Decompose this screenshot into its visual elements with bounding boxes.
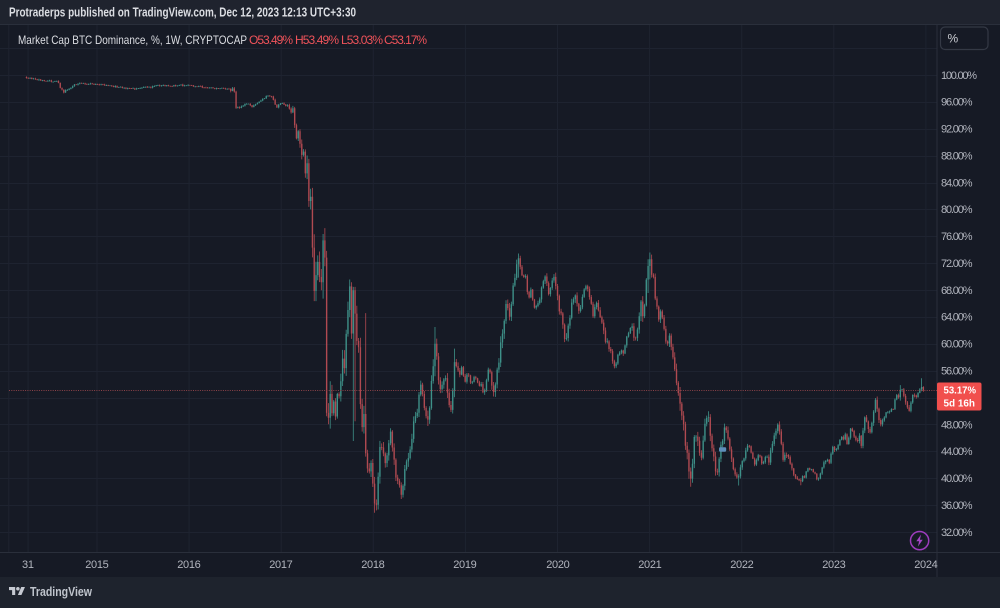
svg-text:L53.03%: L53.03% [341,33,383,47]
svg-text:2024: 2024 [914,559,938,571]
svg-text:64.00%: 64.00% [941,312,973,324]
svg-text:80.00%: 80.00% [941,204,973,216]
svg-text:40.00%: 40.00% [941,473,973,485]
svg-text:68.00%: 68.00% [941,285,973,297]
svg-text:72.00%: 72.00% [941,258,973,270]
svg-text:2023: 2023 [822,559,846,571]
svg-text:92.00%: 92.00% [941,124,973,136]
svg-text:Protraderps published on Tradi: Protraderps published on TradingView.com… [9,6,356,20]
svg-text:100.00%: 100.00% [941,70,977,82]
svg-text:2020: 2020 [546,559,570,571]
svg-text:5d 16h: 5d 16h [944,398,976,410]
svg-text:2016: 2016 [177,559,201,571]
svg-text:%: % [948,32,959,46]
svg-text:2021: 2021 [638,559,662,571]
svg-text:Market Cap BTC Dominance, %, 1: Market Cap BTC Dominance, %, 1W, CRYPTOC… [18,33,247,47]
svg-text:2018: 2018 [361,559,385,571]
svg-text:88.00%: 88.00% [941,150,973,162]
svg-text:96.00%: 96.00% [941,97,973,109]
svg-text:48.00%: 48.00% [941,419,973,431]
svg-text:31: 31 [22,559,34,571]
svg-text:H53.49%: H53.49% [295,33,339,47]
svg-text:76.00%: 76.00% [941,231,973,243]
svg-text:O53.49%: O53.49% [249,33,293,47]
svg-text:32.00%: 32.00% [941,527,973,539]
svg-text:44.00%: 44.00% [941,446,973,458]
svg-text:TradingView: TradingView [30,584,93,599]
svg-text:2019: 2019 [453,559,477,571]
svg-text:56.00%: 56.00% [941,366,973,378]
svg-text:C53.17%: C53.17% [384,33,427,47]
svg-text:84.00%: 84.00% [941,177,973,189]
svg-text:2022: 2022 [730,559,754,571]
svg-text:2017: 2017 [269,559,293,571]
svg-text:53.17%: 53.17% [944,385,977,397]
svg-text:60.00%: 60.00% [941,339,973,351]
svg-text:36.00%: 36.00% [941,500,973,512]
svg-text:2015: 2015 [85,559,109,571]
